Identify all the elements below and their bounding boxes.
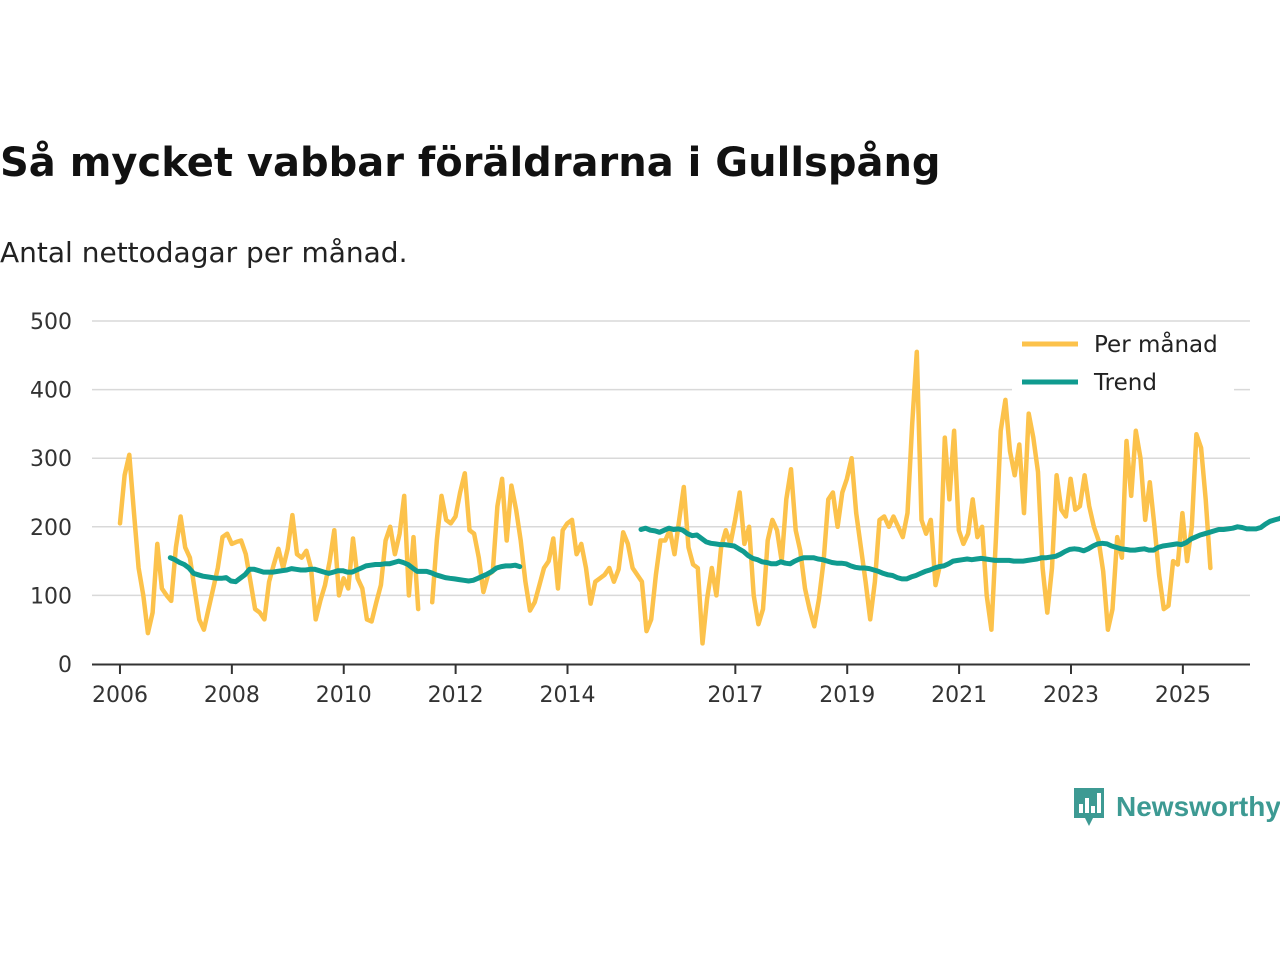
- x-tick-label-2019: 2019: [819, 683, 875, 708]
- x-tick-label-2014: 2014: [540, 683, 596, 708]
- series-line-per-manad: [117, 349, 1213, 646]
- bar-chart-speech-bubble-icon: [1074, 788, 1104, 826]
- x-tick-label-2023: 2023: [1043, 683, 1099, 708]
- newsworthy-brand: Newsworthy: [1072, 785, 1280, 829]
- x-tick-label-2025: 2025: [1155, 683, 1211, 708]
- legend: Per månad Trend: [1012, 322, 1234, 396]
- y-tick-label-300: 300: [30, 447, 72, 472]
- chart-subtitle: Antal nettodagar per månad.: [0, 236, 408, 269]
- y-tick-label-400: 400: [30, 379, 72, 404]
- y-tick-label-500: 500: [30, 310, 72, 335]
- legend-label-trend: Trend: [1093, 370, 1157, 396]
- y-tick-label-0: 0: [58, 653, 72, 678]
- y-axis-labels: 0 100 200 300 400 500: [30, 310, 72, 678]
- chart-title: Så mycket vabbar föräldrarna i Gullspång: [0, 140, 941, 186]
- x-tick-label-2012: 2012: [428, 683, 484, 708]
- legend-label-per-manad: Per månad: [1094, 330, 1218, 358]
- x-tick-label-2021: 2021: [931, 683, 987, 708]
- line-chart: 0 100 200 300 400 500 2006 2008 2010 2012 2014 201…: [30, 310, 1280, 708]
- x-tick-label-2010: 2010: [316, 683, 372, 708]
- series-line-trend: [167, 515, 1280, 585]
- x-axis-ticks: 2006 2008 2010 2012 2014 2017 2019 2021 2023 2025: [92, 664, 1211, 708]
- chart-series: [117, 349, 1280, 646]
- x-tick-label-2006: 2006: [92, 683, 148, 708]
- brand-name: Newsworthy: [1116, 791, 1280, 822]
- y-tick-label-200: 200: [30, 516, 72, 541]
- y-tick-label-100: 100: [30, 584, 72, 609]
- x-tick-label-2017: 2017: [707, 683, 763, 708]
- x-tick-label-2008: 2008: [204, 683, 260, 708]
